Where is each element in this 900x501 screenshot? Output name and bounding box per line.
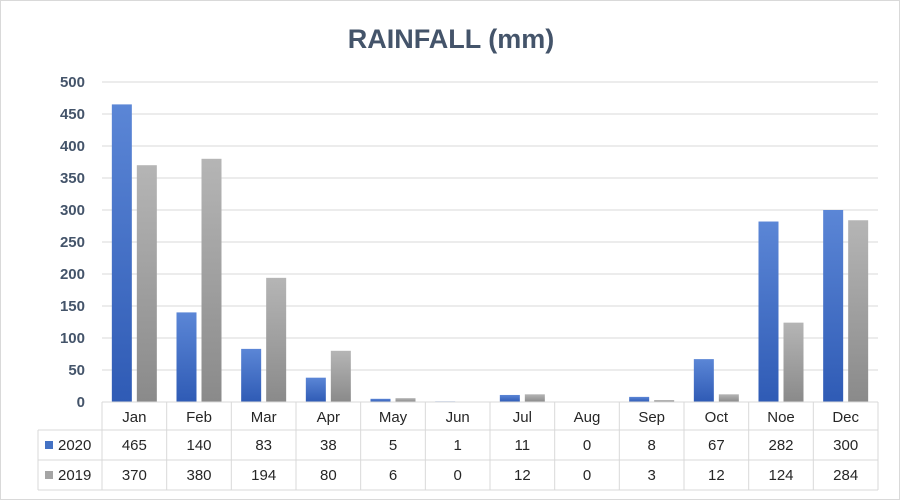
legend-label-2019: 2019 — [58, 467, 91, 484]
bar-2020-Mar — [241, 348, 262, 402]
category-label: Sep — [638, 409, 665, 426]
category-label: Mar — [251, 409, 277, 426]
bar-2019-Noe — [783, 322, 804, 402]
bar-2020-Noe — [758, 221, 779, 402]
data-label: 5 — [389, 437, 397, 454]
bar-2020-May — [370, 398, 391, 402]
data-label: 67 — [708, 437, 725, 454]
data-label: 0 — [453, 467, 461, 484]
y-tick-label: 50 — [68, 362, 85, 379]
data-label: 300 — [833, 437, 858, 454]
data-label: 3 — [647, 467, 655, 484]
category-label: Aug — [574, 409, 601, 426]
data-label: 0 — [583, 437, 591, 454]
y-tick-label: 250 — [60, 234, 85, 251]
bar-2020-Sep — [629, 396, 650, 402]
category-label: Noe — [767, 409, 795, 426]
y-tick-label: 500 — [60, 74, 85, 91]
category-label: Oct — [705, 409, 729, 426]
y-tick-label: 200 — [60, 266, 85, 283]
y-tick-label: 350 — [60, 170, 85, 187]
data-label: 0 — [583, 467, 591, 484]
category-label: Apr — [317, 409, 340, 426]
data-label: 80 — [320, 467, 337, 484]
bar-2020-Dec — [823, 210, 844, 402]
bar-2019-Apr — [330, 350, 351, 402]
data-label: 370 — [122, 467, 147, 484]
category-label: Jul — [513, 409, 532, 426]
bar-2019-May — [395, 398, 416, 402]
bar-2020-Apr — [305, 377, 326, 402]
y-tick-label: 150 — [60, 298, 85, 315]
data-label: 38 — [320, 437, 337, 454]
y-tick-label: 400 — [60, 138, 85, 155]
bars — [111, 104, 869, 403]
y-tick-label: 300 — [60, 202, 85, 219]
data-label: 8 — [647, 437, 655, 454]
bar-2019-Sep — [654, 400, 675, 402]
bar-2019-Feb — [201, 158, 222, 402]
bar-2020-Feb — [176, 312, 197, 402]
category-label: Jun — [446, 409, 470, 426]
bar-2019-Jul — [524, 394, 545, 402]
bar-2020-Jul — [499, 394, 520, 402]
category-label: May — [379, 409, 408, 426]
data-label: 140 — [186, 437, 211, 454]
legend-key-2019 — [45, 471, 53, 479]
data-label: 6 — [389, 467, 397, 484]
category-label: Jan — [122, 409, 146, 426]
bar-2020-Oct — [693, 359, 714, 402]
bar-2019-Jan — [136, 165, 157, 402]
bar-2020-Jan — [111, 104, 132, 403]
data-label: 11 — [515, 437, 531, 454]
bar-2019-Mar — [266, 277, 287, 402]
legend-key-2020 — [45, 441, 53, 449]
data-label: 194 — [251, 467, 276, 484]
data-label: 124 — [768, 467, 793, 484]
data-label: 380 — [186, 467, 211, 484]
data-label: 282 — [768, 437, 793, 454]
category-label: Feb — [186, 409, 212, 426]
y-tick-label: 100 — [60, 330, 85, 347]
data-label: 1 — [453, 437, 461, 454]
gridlines — [102, 81, 878, 371]
y-tick-label: 0 — [77, 394, 85, 411]
data-label: 12 — [514, 467, 531, 484]
bar-2019-Oct — [718, 394, 739, 402]
data-label: 284 — [833, 467, 858, 484]
data-label: 465 — [122, 437, 147, 454]
data-label: 12 — [708, 467, 725, 484]
legend-label-2020: 2020 — [58, 437, 91, 454]
y-tick-label: 450 — [60, 106, 85, 123]
bar-2019-Dec — [848, 220, 869, 402]
data-label: 83 — [255, 437, 272, 454]
y-axis-ticks: 0 50 100 150 200 250 300 350 400 450 500 — [60, 74, 85, 411]
category-label: Dec — [832, 409, 859, 426]
chart-title: RAINFALL (mm) — [348, 24, 555, 54]
data-table: Jan Feb Mar Apr May Jun Jul Aug Sep Oct Noe Dec 2020… — [37, 401, 879, 491]
